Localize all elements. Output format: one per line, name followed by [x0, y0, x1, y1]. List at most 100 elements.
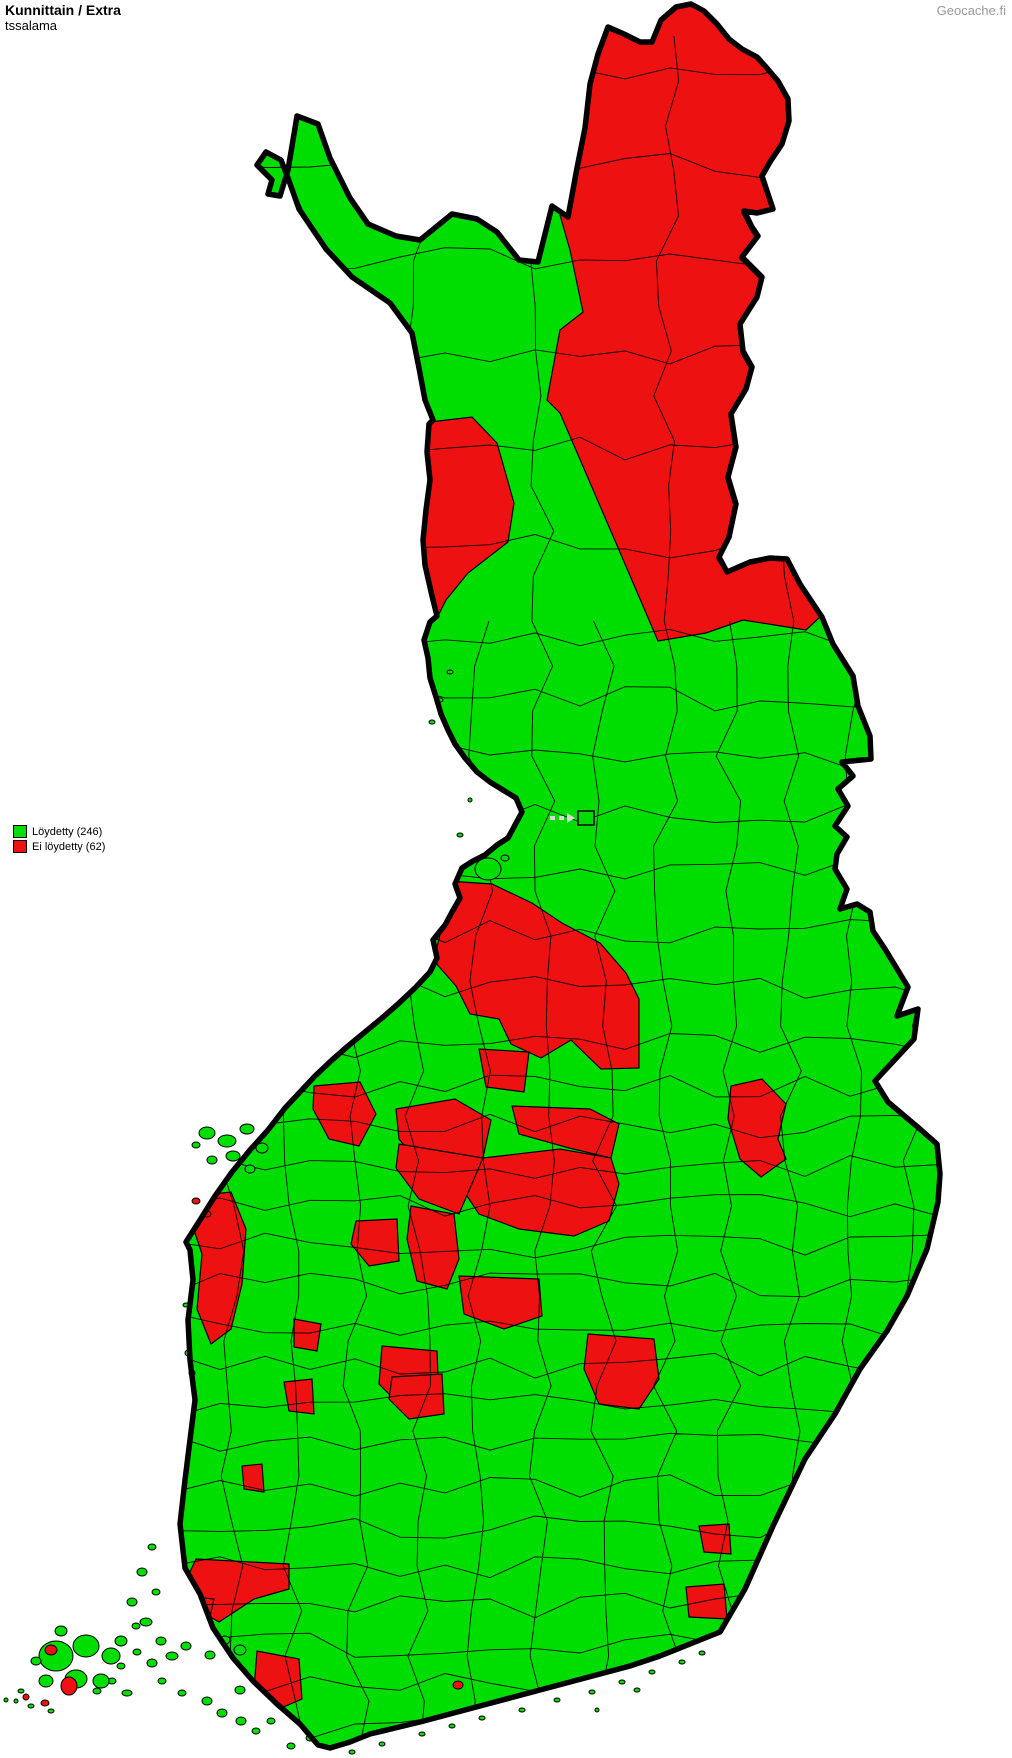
not-found-island: [452, 1680, 464, 1690]
found-island: [132, 1648, 142, 1656]
found-island: [146, 1658, 158, 1668]
land-area: [180, 4, 940, 1748]
not-found-municipality: [312, 1081, 377, 1147]
not-found-island: [44, 1644, 58, 1656]
found-island: [588, 1689, 596, 1695]
found-island: [428, 719, 436, 725]
legend-item-not-found: Ei löydetty (62): [13, 839, 105, 854]
found-island: [155, 1636, 167, 1646]
found-island: [698, 1650, 706, 1656]
found-island: [255, 1142, 269, 1154]
found-island: [27, 1703, 35, 1709]
not-found-municipality: [685, 1583, 728, 1620]
page-title: Kunnittain / Extra: [5, 2, 121, 18]
found-island: [165, 1651, 179, 1661]
found-island: [266, 1717, 276, 1725]
legend-label-found: Löydetty (246): [32, 825, 103, 838]
not-found-municipality: [241, 1463, 265, 1493]
found-island: [198, 1126, 216, 1140]
highlight-arrowhead-icon: [567, 813, 575, 823]
not-found-municipality: [180, 1666, 230, 1692]
found-island: [38, 1640, 74, 1672]
found-island: [474, 857, 502, 881]
found-island: [478, 1715, 486, 1721]
found-island: [448, 1723, 456, 1729]
found-island: [225, 1150, 241, 1162]
not-found-municipality: [350, 1218, 400, 1267]
found-island: [116, 1662, 126, 1670]
found-base-region: [180, 4, 940, 1748]
not-found-municipality: [293, 1318, 322, 1352]
found-island: [678, 1659, 686, 1665]
not-found-municipality: [283, 1378, 315, 1415]
found-island: [244, 1164, 256, 1174]
not-found-island: [191, 1197, 201, 1205]
found-island: [47, 1708, 55, 1714]
found-island: [235, 1716, 247, 1726]
found-island: [131, 1622, 141, 1630]
found-island: [151, 1588, 161, 1596]
found-island: [594, 1707, 600, 1713]
found-island: [114, 1635, 128, 1647]
not-found-regions: [180, 5, 821, 1712]
found-island: [239, 1123, 255, 1135]
found-island: [446, 669, 454, 675]
found-island: [633, 1687, 641, 1693]
map-header: Kunnittain / Extra tssalama: [5, 2, 121, 33]
found-island: [121, 1689, 133, 1697]
highlighted-municipality-box: [577, 810, 595, 826]
found-island: [456, 832, 464, 838]
found-island: [217, 1134, 237, 1148]
found-island: [177, 1689, 187, 1697]
found-island: [348, 1749, 356, 1755]
found-island: [191, 1141, 201, 1149]
found-island: [378, 1741, 386, 1747]
found-island: [17, 1688, 25, 1694]
found-island: [92, 1687, 102, 1695]
page-subtitle: tssalama: [5, 18, 58, 33]
found-island: [92, 1673, 110, 1689]
national-border-outline: [177, 1, 943, 1751]
found-island: [618, 1679, 626, 1685]
found-island: [3, 1697, 9, 1703]
found-island: [648, 1669, 656, 1675]
found-island: [418, 1731, 426, 1737]
watermark-text: Geocache.fi: [936, 3, 1006, 18]
legend-swatch-found-icon: [13, 825, 27, 838]
found-island: [13, 1698, 19, 1704]
not-found-island: [40, 1699, 50, 1707]
not-found-municipality: [191, 1191, 247, 1345]
found-island: [233, 1644, 247, 1656]
found-island: [101, 1647, 121, 1665]
map-legend: Löydetty (246) Ei löydetty (62): [13, 824, 105, 854]
found-island: [139, 1617, 153, 1627]
found-island: [72, 1634, 100, 1658]
not-found-municipality: [727, 1078, 787, 1178]
found-island: [157, 1677, 167, 1685]
legend-item-found: Löydetty (246): [13, 824, 105, 839]
found-island: [147, 1543, 157, 1551]
not-found-municipality: [478, 1048, 530, 1093]
found-island: [136, 1567, 148, 1577]
not-found-municipality: [395, 1143, 484, 1215]
legend-swatch-not-found-icon: [13, 840, 27, 853]
islands: [3, 669, 706, 1755]
found-island: [206, 1155, 218, 1165]
not-found-island: [22, 1693, 30, 1701]
not-found-island: [60, 1676, 78, 1696]
found-island: [251, 1727, 261, 1735]
found-island: [234, 1685, 246, 1695]
found-island: [30, 1656, 42, 1666]
found-island: [518, 1707, 526, 1713]
found-island: [467, 797, 473, 803]
not-found-municipality: [583, 1333, 660, 1410]
not-found-municipality: [458, 1275, 543, 1330]
found-island: [204, 1650, 216, 1660]
legend-label-not-found: Ei löydetty (62): [32, 840, 106, 853]
found-island: [180, 1641, 192, 1651]
found-island: [201, 1696, 213, 1706]
found-island: [126, 1597, 138, 1607]
found-island: [54, 1625, 68, 1637]
